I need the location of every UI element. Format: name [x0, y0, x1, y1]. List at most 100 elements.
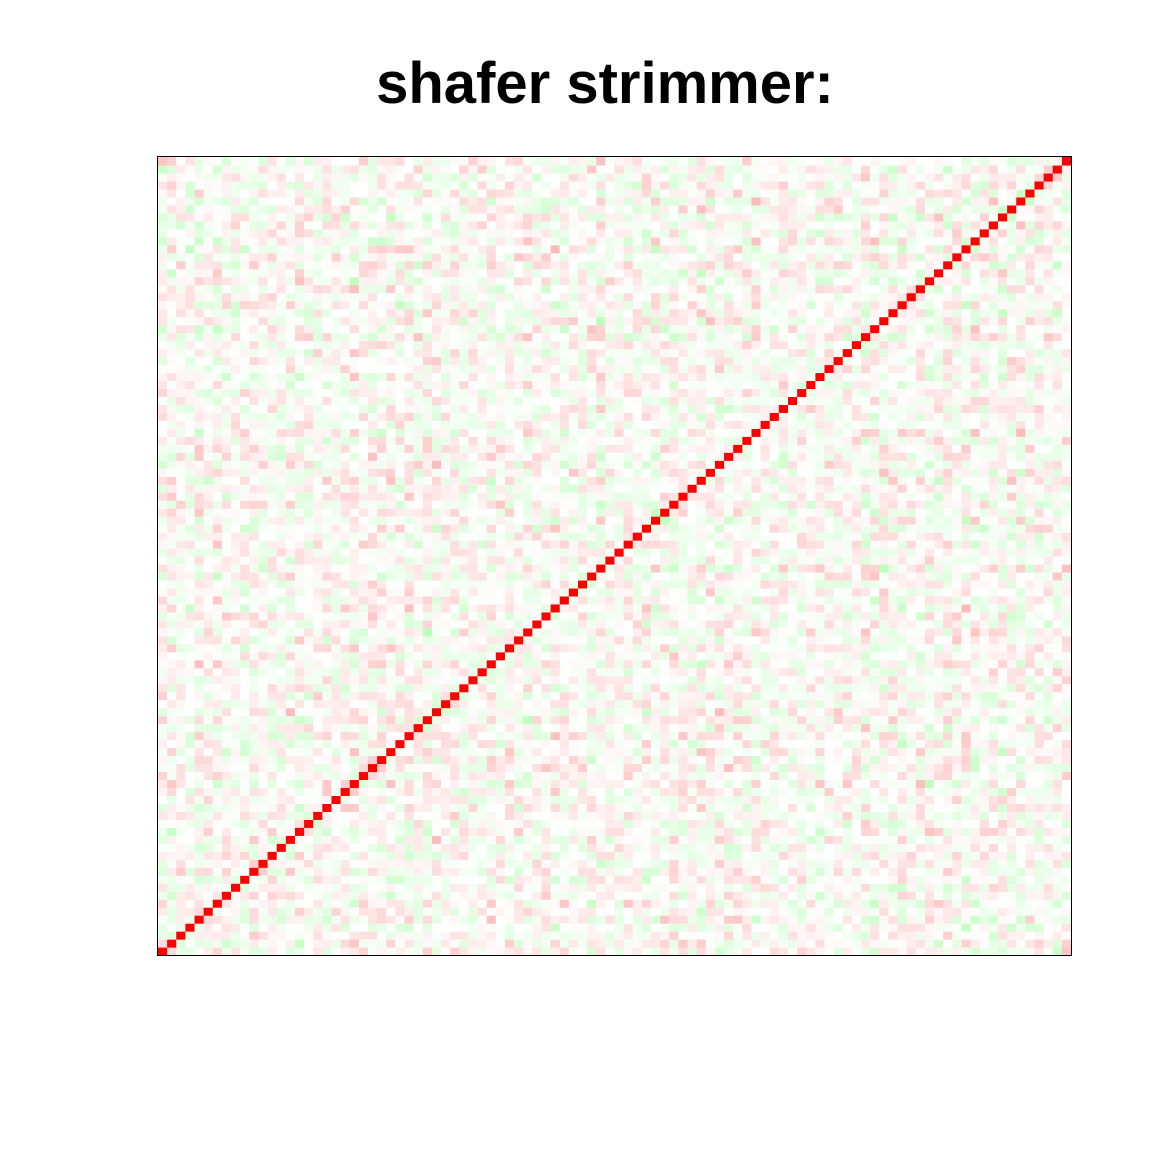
- heatmap-cell: [961, 715, 972, 725]
- heatmap-cell: [468, 635, 479, 645]
- heatmap-cell: [349, 827, 360, 836]
- heatmap-cell: [842, 715, 853, 725]
- heatmap-cell: [367, 587, 378, 597]
- heatmap-cell: [367, 556, 378, 565]
- heatmap-cell: [258, 691, 269, 701]
- heatmap-cell: [304, 571, 314, 581]
- heatmap-cell: [669, 723, 680, 733]
- heatmap-cell: [185, 931, 196, 940]
- heatmap-cell: [377, 603, 387, 613]
- heatmap-cell: [486, 691, 497, 701]
- heatmap-cell: [806, 939, 816, 948]
- heatmap-cell: [431, 691, 442, 701]
- heatmap-cell: [276, 819, 287, 828]
- heatmap-cell: [906, 891, 917, 900]
- diagonal-cell: [367, 763, 378, 773]
- heatmap-cell: [495, 603, 506, 613]
- heatmap-cell: [769, 556, 780, 565]
- heatmap-cell: [669, 891, 680, 900]
- heatmap-cell: [824, 707, 835, 717]
- heatmap-cell: [1025, 851, 1036, 860]
- heatmap-cell: [842, 635, 853, 645]
- heatmap-cell: [413, 667, 424, 677]
- heatmap-cell: [705, 891, 716, 900]
- heatmap-cell: [979, 627, 990, 637]
- heatmap-cell: [304, 619, 314, 629]
- heatmap-cell: [979, 603, 990, 613]
- heatmap-cell: [733, 819, 743, 828]
- heatmap-cell: [459, 675, 470, 685]
- heatmap-cell: [577, 763, 588, 773]
- heatmap-cell: [322, 891, 333, 900]
- heatmap-cell: [221, 643, 232, 653]
- heatmap-cell: [167, 715, 177, 725]
- heatmap-cell: [404, 739, 415, 749]
- heatmap-cell: [924, 683, 935, 693]
- heatmap-cell: [514, 827, 524, 836]
- heatmap-cell: [988, 595, 999, 605]
- heatmap-cell: [221, 556, 232, 565]
- heatmap-cell: [541, 763, 552, 773]
- heatmap-cell: [733, 563, 743, 573]
- heatmap-cell: [1034, 907, 1045, 916]
- heatmap-cell: [641, 907, 652, 916]
- heatmap-cell: [477, 707, 488, 717]
- heatmap-cell: [669, 556, 680, 565]
- heatmap-cell: [906, 739, 917, 749]
- heatmap-cell: [395, 795, 406, 804]
- heatmap-cell: [231, 563, 241, 573]
- heatmap-cell: [924, 611, 935, 621]
- heatmap-cell: [477, 739, 488, 749]
- heatmap-cell: [276, 731, 287, 741]
- heatmap-cell: [514, 667, 524, 677]
- heatmap-cell: [1052, 771, 1063, 781]
- heatmap-cell: [176, 699, 186, 709]
- heatmap-cell: [1034, 939, 1045, 948]
- heatmap-cell: [340, 835, 351, 844]
- heatmap-cell: [158, 739, 168, 749]
- heatmap-cell: [532, 747, 543, 757]
- heatmap-cell: [459, 643, 470, 653]
- heatmap-cell: [185, 883, 196, 892]
- heatmap-cell: [276, 619, 287, 629]
- heatmap-cell: [733, 867, 743, 876]
- heatmap-cell: [888, 611, 899, 621]
- heatmap-cell: [997, 747, 1008, 757]
- heatmap-cell: [696, 915, 707, 924]
- heatmap-cell: [760, 603, 771, 613]
- heatmap-cell: [669, 795, 680, 804]
- heatmap-cell: [514, 643, 524, 653]
- heatmap-cell: [906, 747, 917, 757]
- heatmap-cell: [231, 795, 241, 804]
- heatmap-cell: [714, 787, 725, 796]
- heatmap-cell: [879, 907, 889, 916]
- heatmap-cell: [934, 659, 944, 669]
- heatmap-cell: [751, 931, 762, 940]
- heatmap-cell: [952, 707, 963, 717]
- heatmap-cell: [888, 779, 899, 789]
- heatmap-cell: [778, 819, 789, 828]
- heatmap-cell: [158, 587, 168, 597]
- heatmap-cell: [924, 587, 935, 597]
- heatmap-cell: [358, 915, 369, 924]
- heatmap-cell: [504, 635, 515, 645]
- heatmap-cell: [386, 611, 396, 621]
- heatmap-cell: [550, 579, 561, 589]
- heatmap-cell: [349, 891, 360, 900]
- heatmap-cell: [541, 715, 552, 725]
- heatmap-cell: [623, 827, 634, 836]
- heatmap-cell: [313, 723, 323, 733]
- heatmap-cell: [997, 707, 1008, 717]
- heatmap-cell: [422, 891, 433, 900]
- heatmap-cell: [806, 603, 816, 613]
- heatmap-cell: [1034, 691, 1045, 701]
- heatmap-cell: [669, 755, 680, 765]
- heatmap-cell: [1007, 699, 1017, 709]
- heatmap-cell: [943, 827, 953, 836]
- heatmap-cell: [632, 667, 643, 677]
- heatmap-cell: [851, 595, 862, 605]
- heatmap-cell: [386, 867, 396, 876]
- heatmap-cell: [1025, 619, 1036, 629]
- heatmap-cell: [851, 691, 862, 701]
- heatmap-cell: [212, 883, 223, 892]
